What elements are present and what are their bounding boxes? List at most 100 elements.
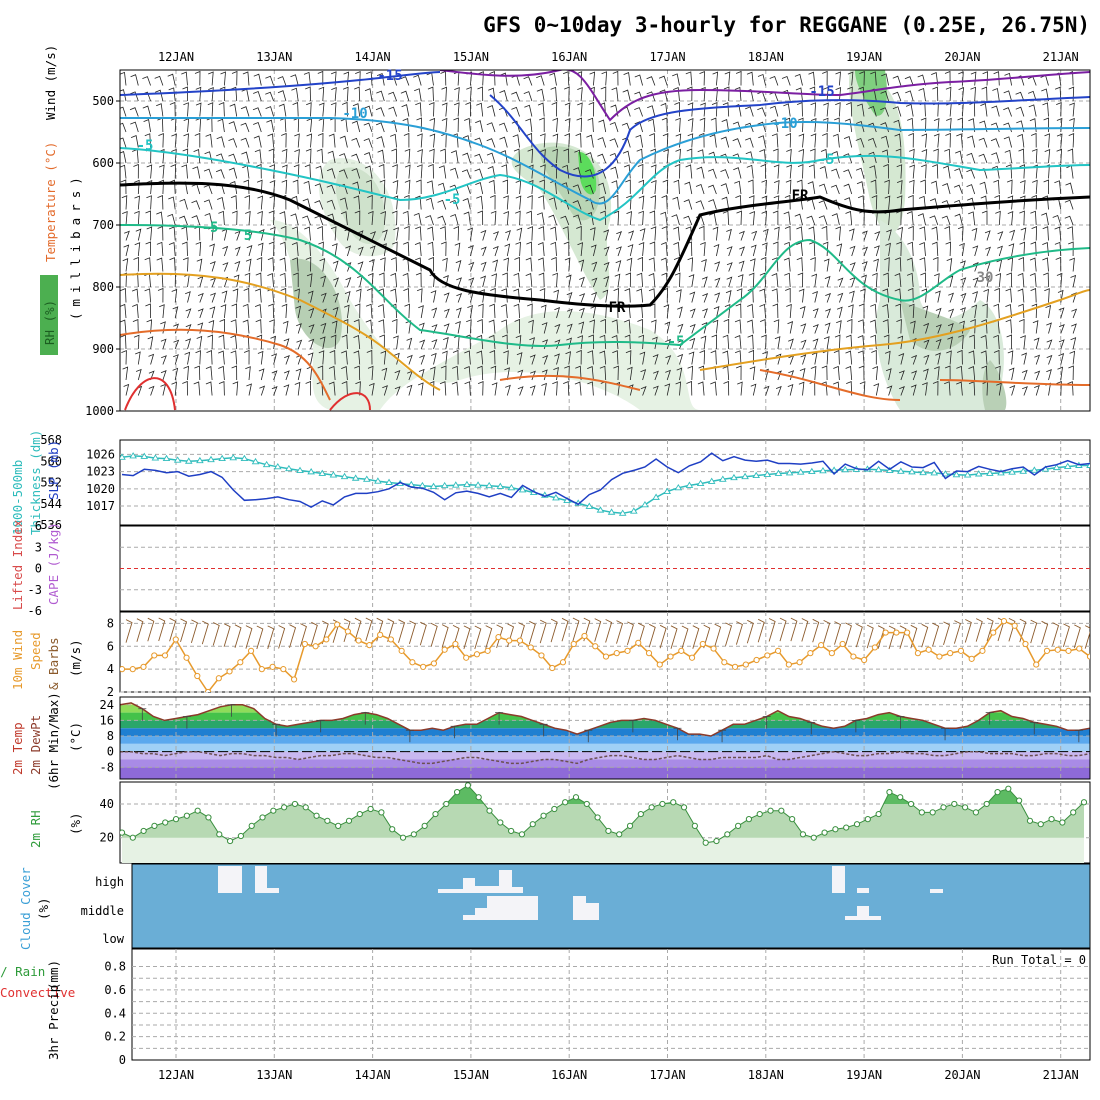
wind-barb: [810, 365, 817, 381]
wind-barb: [415, 272, 422, 288]
wind-barb: [784, 117, 791, 133]
contour-5: [120, 224, 1090, 347]
wind-barb: [219, 318, 226, 334]
wind-barb: [478, 71, 484, 86]
slp-line: [121, 452, 1090, 509]
wind-barb: [687, 117, 694, 133]
wind-barb: [333, 292, 339, 303]
wind-barb: [762, 351, 768, 365]
wind-barb: [993, 334, 1000, 350]
wind-barb: [305, 380, 312, 396]
wind10-barb: [474, 625, 482, 650]
wind-barb: [579, 293, 586, 303]
rh2m-tick: 20: [100, 831, 114, 845]
wind-barb: [615, 260, 622, 272]
wind-barb: [996, 382, 1002, 396]
wind10-barb: [899, 625, 907, 649]
rh2m-point: [918, 809, 925, 816]
wind-barb: [945, 86, 952, 102]
wind-barb: [907, 241, 914, 257]
wind-barb: [403, 132, 410, 148]
wind-barb: [911, 354, 918, 365]
wind-barb: [1034, 370, 1041, 381]
wind-barb: [1028, 104, 1037, 117]
wind-barb: [240, 106, 250, 117]
wind-barb: [253, 135, 262, 148]
contour-label: -5: [668, 334, 685, 350]
wind-barb: [440, 365, 447, 381]
contour-label: -5: [818, 152, 835, 168]
wind-barb: [835, 71, 841, 86]
cape-label: CAPE (J/kg): [46, 522, 61, 605]
date-label-bottom: 21JAN: [1043, 1068, 1079, 1082]
wind-barb: [609, 138, 619, 148]
wind-barb: [783, 103, 791, 117]
minmax-marker: [361, 712, 370, 725]
wind-barb: [405, 320, 412, 334]
wind10-barb: [572, 617, 580, 642]
wind10-barb: [725, 622, 733, 647]
thickness-line-point: [752, 471, 761, 479]
wind-barb: [256, 257, 263, 272]
wind-barb: [267, 288, 274, 303]
wind-barb: [120, 288, 127, 303]
wind-barb: [846, 102, 853, 117]
wind-barb: [501, 164, 508, 179]
wind10-barb: [779, 617, 787, 642]
slp-tick: 1017: [86, 499, 115, 513]
wind-barb: [279, 241, 287, 257]
wind-barb: [216, 136, 225, 148]
temperature-tick: 8: [107, 729, 114, 743]
wind-barb: [874, 230, 881, 241]
wind-barb: [429, 117, 436, 133]
wind10-speed-line-point: [839, 640, 846, 648]
wind-barb: [638, 210, 644, 226]
wind-barb: [379, 179, 386, 195]
wind-barb: [981, 319, 988, 334]
wind10-speed-label: Speed: [28, 632, 43, 670]
wind-barb: [997, 231, 1004, 241]
wind-barb: [773, 164, 780, 179]
wind-barb: [244, 272, 251, 288]
thickness-line-point: [1030, 466, 1039, 473]
date-label-top: 17JAN: [649, 50, 685, 64]
wind-barb: [443, 308, 450, 319]
wind10-speed-line-point: [613, 650, 620, 657]
wind-barb: [328, 133, 336, 148]
date-label-bottom: 17JAN: [649, 1068, 685, 1082]
wind-barb: [328, 381, 336, 396]
wind-barb: [611, 319, 619, 334]
wind-barb: [982, 71, 989, 86]
wind10-speed-line-point: [172, 636, 179, 643]
wind-barb: [908, 194, 914, 210]
thickness-line-point: [151, 454, 160, 461]
wind-barb: [345, 245, 352, 257]
wind-barb: [246, 383, 252, 396]
wind-barb: [771, 288, 779, 303]
wind-barb: [587, 117, 594, 133]
precip-tick: 0.2: [104, 1030, 126, 1044]
wind-barb: [884, 350, 891, 365]
thickness-line-point: [518, 486, 527, 493]
precip-tick: 0.8: [104, 960, 126, 974]
wind-barb: [613, 287, 620, 303]
wind-barb: [579, 307, 585, 319]
wind-barb: [369, 245, 376, 257]
wind-barb: [897, 226, 903, 241]
wind-barb: [486, 138, 496, 148]
wind-barb: [1042, 195, 1049, 210]
wind-barb: [302, 198, 311, 210]
wind10-barb: [190, 619, 198, 644]
wind-barb: [798, 133, 805, 148]
wind10-speed-line-point: [258, 666, 265, 673]
wind-barb: [132, 319, 139, 334]
wind-barb: [906, 257, 914, 272]
wind-barb: [835, 86, 842, 102]
thickness-line-point: [251, 457, 260, 465]
wind-barb: [525, 273, 533, 288]
rh2m-area-mid: [122, 785, 1084, 838]
wind-barb: [182, 380, 188, 396]
wind-barb: [673, 87, 680, 102]
wind-barb: [257, 242, 264, 257]
wind-barb: [932, 164, 939, 179]
